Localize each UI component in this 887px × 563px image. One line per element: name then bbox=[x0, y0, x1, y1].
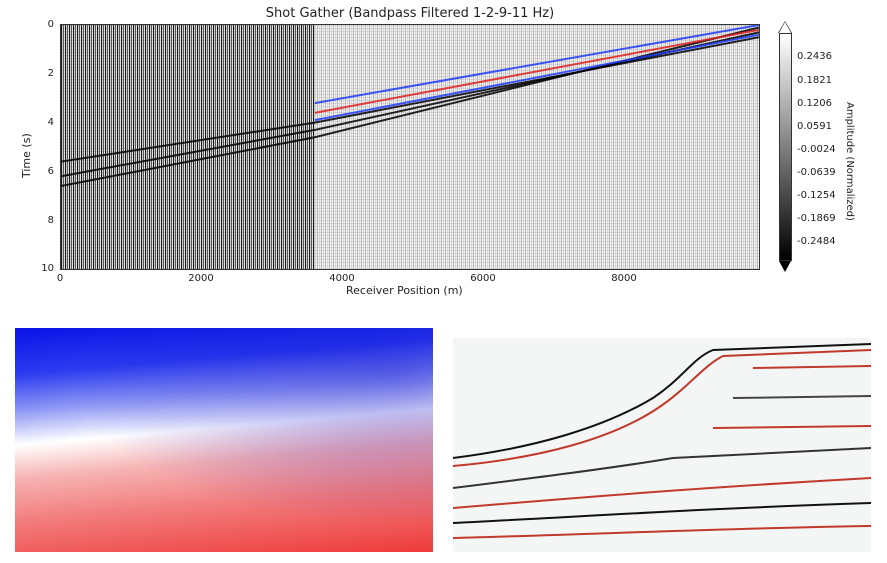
velocity-model-panel bbox=[15, 328, 433, 552]
event-line-2 bbox=[61, 36, 759, 163]
colorbar-tick: -0.1254 bbox=[797, 190, 836, 201]
colorbar-tick: -0.0639 bbox=[797, 167, 836, 178]
reflector-line-8 bbox=[712, 425, 871, 429]
migrated-image-panel bbox=[453, 338, 871, 552]
gather-events bbox=[61, 25, 759, 188]
reflector-line-5 bbox=[453, 525, 871, 539]
colorbar-tick: 0.1821 bbox=[797, 75, 832, 86]
noise-texture bbox=[61, 25, 759, 269]
colorbar-extend-bottom bbox=[779, 261, 791, 272]
colorbar-extend-top bbox=[779, 22, 791, 33]
reflector-line-4 bbox=[453, 502, 871, 524]
muted-region-left bbox=[61, 25, 316, 269]
migrated-reflectors bbox=[453, 343, 871, 539]
y-tick-label: 0 bbox=[47, 19, 54, 30]
shot-gather-plot bbox=[60, 24, 760, 270]
colorbar bbox=[779, 33, 792, 261]
event-line-4 bbox=[314, 28, 759, 114]
colorbar-tick: 0.0591 bbox=[797, 121, 832, 132]
x-tick-label: 8000 bbox=[611, 273, 637, 284]
reflector-line-2 bbox=[453, 447, 871, 489]
y-tick-label: 10 bbox=[41, 263, 54, 274]
colorbar-tick: -0.0024 bbox=[797, 144, 836, 155]
event-line-3 bbox=[314, 25, 759, 105]
y-tick-label: 4 bbox=[47, 117, 54, 128]
colorbar-tick: 0.1206 bbox=[797, 98, 832, 109]
reflector-line-7 bbox=[732, 395, 871, 399]
x-tick-label: 6000 bbox=[470, 273, 496, 284]
x-axis-label: Receiver Position (m) bbox=[346, 284, 463, 297]
chart-title: Shot Gather (Bandpass Filtered 1-2-9-11 … bbox=[265, 6, 555, 21]
y-tick-label: 2 bbox=[47, 68, 54, 79]
reflector-line-1 bbox=[453, 349, 871, 467]
colorbar-tick: -0.1869 bbox=[797, 213, 836, 224]
data-region-right bbox=[315, 25, 759, 269]
reflector-line-0 bbox=[453, 343, 871, 459]
colorbar-tick: -0.2484 bbox=[797, 236, 836, 247]
event-line-0 bbox=[61, 26, 759, 188]
reflector-line-6 bbox=[752, 365, 871, 369]
y-tick-label: 6 bbox=[47, 166, 54, 177]
x-tick-label: 2000 bbox=[188, 273, 214, 284]
colorbar-label: Amplitude (Normalized) bbox=[844, 102, 855, 221]
colorbar-tick: 0.2436 bbox=[797, 51, 832, 62]
reflector-line-3 bbox=[453, 477, 871, 509]
x-tick-label: 0 bbox=[56, 273, 64, 284]
x-tick-label: 4000 bbox=[329, 273, 355, 284]
y-axis-label: Time (s) bbox=[20, 133, 33, 178]
y-tick-label: 8 bbox=[47, 215, 54, 226]
event-line-5 bbox=[314, 33, 759, 122]
